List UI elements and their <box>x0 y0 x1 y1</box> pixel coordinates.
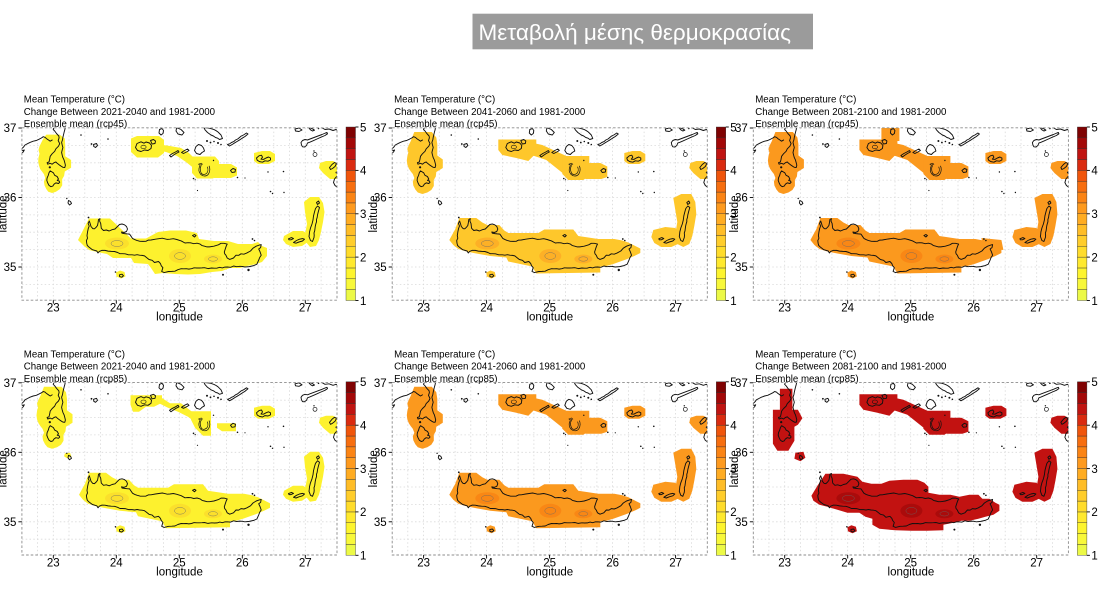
svg-text:Change Between 2021-2040 and 1: Change Between 2021-2040 and 1981-2000 <box>24 362 216 373</box>
svg-text:Change Between 2041-2060 and 1: Change Between 2041-2060 and 1981-2000 <box>394 107 586 118</box>
svg-text:Mean Temperature (°C): Mean Temperature (°C) <box>755 349 856 360</box>
svg-text:Ensemble mean (rcp85): Ensemble mean (rcp85) <box>394 374 497 385</box>
svg-text:Change Between 2081-2100 and 1: Change Between 2081-2100 and 1981-2000 <box>755 107 947 118</box>
svg-text:Change Between 2081-2100 and 1: Change Between 2081-2100 and 1981-2000 <box>755 362 947 373</box>
svg-text:Ensemble mean (rcp45): Ensemble mean (rcp45) <box>755 119 858 130</box>
svg-text:Ensemble mean (rcp85): Ensemble mean (rcp85) <box>755 374 858 385</box>
svg-text:Mean Temperature (°C): Mean Temperature (°C) <box>24 95 125 106</box>
svg-text:Ensemble mean (rcp45): Ensemble mean (rcp45) <box>394 119 497 130</box>
svg-text:Mean Temperature (°C): Mean Temperature (°C) <box>394 349 495 360</box>
svg-text:Mean Temperature (°C): Mean Temperature (°C) <box>24 349 125 360</box>
svg-text:Ensemble mean (rcp45): Ensemble mean (rcp45) <box>24 119 127 130</box>
svg-text:Mean Temperature (°C): Mean Temperature (°C) <box>394 95 495 106</box>
svg-text:Ensemble mean (rcp85): Ensemble mean (rcp85) <box>24 374 127 385</box>
svg-text:Change Between 2041-2060 and 1: Change Between 2041-2060 and 1981-2000 <box>394 362 586 373</box>
svg-text:Mean Temperature (°C): Mean Temperature (°C) <box>755 95 856 106</box>
svg-text:Change Between 2021-2040 and 1: Change Between 2021-2040 and 1981-2000 <box>24 107 216 118</box>
svg-text:Μεταβολή μέσης θερμοκρασίας: Μεταβολή μέσης θερμοκρασίας <box>479 20 792 45</box>
